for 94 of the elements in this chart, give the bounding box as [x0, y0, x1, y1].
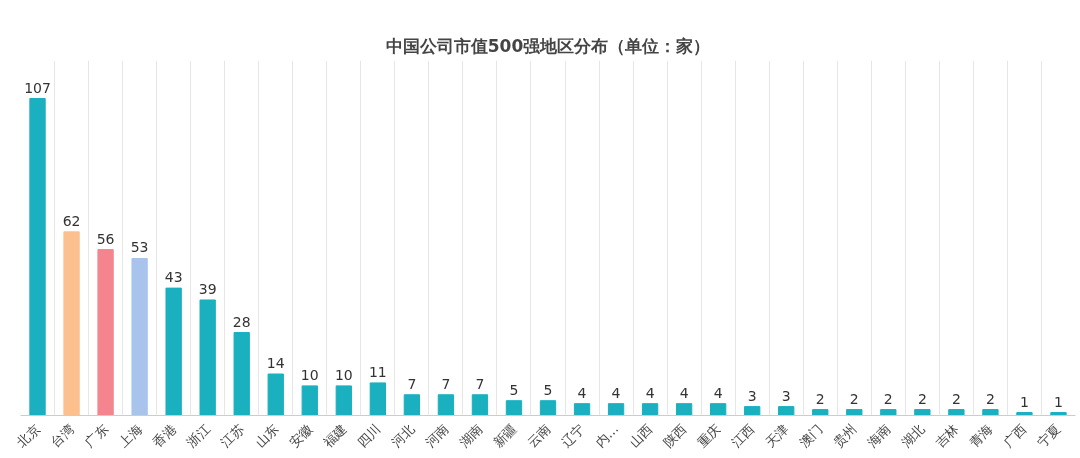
x-tick-label: 天津: [762, 421, 792, 451]
x-tick-label: 安徽: [286, 421, 316, 451]
x-tick-label: 江西: [728, 421, 758, 451]
bar: [29, 98, 46, 416]
data-label: 1: [1054, 393, 1063, 410]
x-tick-label: 河南: [422, 421, 452, 451]
data-label: 56: [96, 230, 115, 247]
x-tick-label: 江苏: [218, 421, 248, 451]
bar: [607, 403, 625, 416]
data-label: 2: [815, 390, 825, 407]
x-tick-label: 云南: [524, 421, 554, 451]
bar: [812, 409, 829, 416]
data-label: 10: [300, 366, 319, 383]
bar: [97, 249, 114, 416]
bar: [846, 409, 863, 416]
bar: [880, 409, 897, 416]
x-tick-label: 浙江: [183, 421, 213, 451]
x-tick-label: 陕西: [660, 421, 690, 451]
x-tick-label: 河北: [388, 421, 418, 451]
data-label: 3: [747, 387, 757, 404]
x-tick-label: 福建: [320, 421, 350, 451]
x-tick-label: 广西: [1000, 421, 1030, 451]
bar: [131, 258, 148, 416]
data-label: 4: [645, 384, 655, 401]
bar: [301, 385, 318, 416]
x-tick-label: 广东: [81, 421, 111, 451]
x-tick-label: 宁夏: [1034, 421, 1064, 451]
x-tick-label: 吉林: [932, 421, 962, 451]
data-label: 5: [509, 381, 519, 398]
x-tick-label: 香港: [149, 421, 179, 451]
data-label: 28: [232, 313, 251, 330]
bar: [505, 400, 523, 416]
data-label: 7: [407, 375, 417, 392]
x-tick-label: 内…: [592, 421, 622, 451]
data-label: 2: [883, 390, 893, 407]
data-label: 4: [713, 384, 723, 401]
data-label: 2: [951, 390, 961, 407]
bar: [165, 287, 182, 416]
x-tick-label: 上海: [115, 421, 145, 451]
bar: [471, 394, 489, 416]
bar: [233, 332, 250, 416]
data-label: 4: [611, 384, 621, 401]
data-label: 14: [266, 355, 285, 372]
bar: [778, 406, 795, 416]
bar: [675, 403, 693, 416]
chart-title: 中国公司市值500强地区分布（单位：家）: [385, 35, 711, 56]
data-label: 43: [164, 269, 183, 286]
bar: [948, 409, 965, 416]
data-label: 1: [1020, 393, 1029, 410]
x-tick-label: 山东: [252, 421, 282, 451]
x-tick-label: 四川: [354, 421, 384, 451]
x-tick-label: 澳门: [796, 421, 826, 451]
bar: [1050, 412, 1067, 416]
bar: [403, 394, 421, 416]
bar: [335, 385, 352, 416]
bar: [1016, 412, 1033, 416]
data-label: 7: [475, 375, 485, 392]
x-tick-label: 新疆: [490, 421, 520, 451]
x-tick-label: 山西: [626, 421, 656, 451]
x-tick-label: 重庆: [694, 421, 724, 451]
bar: [982, 409, 999, 416]
x-tick-label: 海南: [864, 421, 894, 451]
data-label: 4: [679, 384, 689, 401]
x-tick-label: 北京: [13, 421, 43, 451]
data-label: 107: [24, 79, 51, 96]
bar: [641, 403, 659, 416]
data-label: 2: [917, 390, 927, 407]
data-label: 62: [62, 212, 81, 229]
x-tick-label: 贵州: [830, 421, 860, 451]
bar: [539, 400, 557, 416]
bar: [914, 409, 931, 416]
data-label: 3: [781, 387, 791, 404]
data-label: 7: [441, 375, 451, 392]
x-tick-label: 湖南: [456, 421, 486, 451]
data-label: 53: [130, 239, 149, 256]
x-tick-label: 辽宁: [558, 421, 588, 451]
data-label: 39: [198, 280, 217, 297]
bar: [199, 299, 216, 416]
bar: [369, 382, 386, 416]
x-tick-label: 台湾: [47, 421, 77, 451]
bar: [710, 403, 727, 416]
x-tick-label: 湖北: [898, 421, 928, 451]
bar: [744, 406, 761, 416]
x-tick-label: 青海: [966, 421, 996, 451]
data-label: 10: [334, 366, 353, 383]
bar: [63, 231, 80, 416]
bar: [437, 394, 455, 416]
data-label: 2: [849, 390, 859, 407]
data-label: 4: [577, 384, 587, 401]
bar: [267, 373, 284, 416]
bar: [573, 403, 591, 416]
data-label: 2: [985, 390, 995, 407]
data-label: 5: [543, 381, 553, 398]
data-label: 11: [368, 363, 387, 380]
